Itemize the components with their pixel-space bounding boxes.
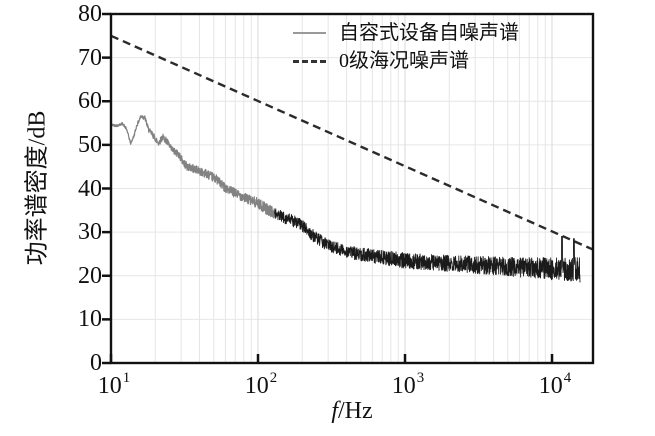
x-axis-label-unit: /Hz — [338, 398, 373, 424]
y-axis-label: 功率谱密度/dB — [24, 110, 51, 266]
sea-state-curve — [110, 34, 594, 251]
legend-item-sea-state: 0级海况噪声谱 — [293, 47, 519, 75]
solid-line-sample-icon — [293, 32, 326, 34]
y-tick-label: 40 — [78, 175, 102, 202]
x-tick-label: 102 — [244, 369, 278, 399]
legend: 自容式设备自噪声谱 0级海况噪声谱 — [293, 19, 519, 75]
self-noise-curve — [274, 208, 581, 283]
y-tick-label: 0 — [90, 350, 102, 376]
y-tick-label: 20 — [78, 262, 102, 289]
y-tick-label: 70 — [78, 44, 102, 71]
y-tick-label: 60 — [78, 88, 102, 115]
x-axis-label: f/Hz — [331, 398, 372, 425]
legend-label-sea-state: 0级海况噪声谱 — [339, 50, 469, 72]
x-tick-label: 104 — [538, 369, 572, 399]
legend-item-self-noise: 自容式设备自噪声谱 — [293, 19, 519, 47]
self-noise-curve-low — [110, 115, 276, 219]
y-tick-label: 10 — [78, 306, 102, 333]
y-tick-label: 80 — [78, 1, 102, 27]
x-axis-label-symbol: f — [331, 398, 339, 424]
dashed-line-sample-icon — [293, 59, 326, 63]
y-tick-label: 50 — [78, 131, 102, 158]
y-tick-label: 30 — [78, 219, 102, 246]
legend-label-self-noise: 自容式设备自噪声谱 — [339, 22, 519, 44]
x-tick-label: 103 — [391, 369, 425, 399]
x-tick-label: 101 — [97, 369, 131, 399]
